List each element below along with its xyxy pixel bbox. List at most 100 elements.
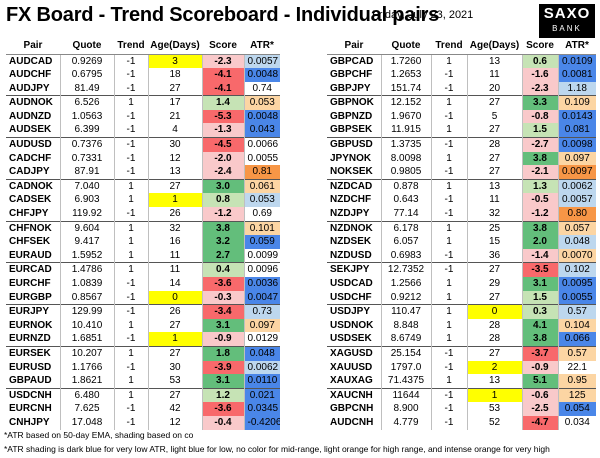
trend-cell: -1 <box>113 360 148 375</box>
trend-cell: -1 <box>430 68 467 82</box>
atr-cell: 0.0048 <box>243 68 280 82</box>
table-row: GBPAUD 1.8621 1 53 3.1 0.0110 <box>6 374 280 389</box>
age-cell: 18 <box>147 68 202 82</box>
trend-cell: 1 <box>430 151 467 166</box>
atr-cell: 0.0062 <box>557 178 596 194</box>
pair-cell: USDCNH <box>6 387 60 403</box>
atr-cell: 0.0143 <box>557 109 596 124</box>
age-cell: 0 <box>147 290 202 305</box>
score-cell: 1.8 <box>201 345 244 361</box>
quote-cell: 11644 <box>380 387 431 403</box>
score-cell: -2.1 <box>521 165 558 180</box>
age-cell: 36 <box>466 248 522 263</box>
age-cell: 27 <box>466 262 522 277</box>
atr-cell: -0.4206 <box>243 415 280 430</box>
atr-cell: 0.104 <box>557 318 596 333</box>
pair-cell: EURJPY <box>6 304 60 319</box>
score-cell: -3.5 <box>521 262 558 277</box>
quote-cell: 7.040 <box>59 178 114 194</box>
age-cell: 27 <box>147 81 202 96</box>
trend-cell: 1 <box>113 345 148 361</box>
pair-cell: GBPUSD <box>327 137 381 152</box>
table-row: NZDCAD 0.878 1 13 1.3 0.0062 <box>327 178 596 194</box>
score-cell: -2.3 <box>201 54 244 69</box>
pair-cell: USDJPY <box>327 304 381 319</box>
atr-cell: 0.0095 <box>557 277 596 291</box>
quote-cell: 8.848 <box>380 318 431 333</box>
atr-cell: 0.0345 <box>243 402 280 416</box>
table-row: AUDNOK 6.526 1 17 1.4 0.053 <box>6 95 280 110</box>
score-cell: -0.5 <box>521 193 558 208</box>
pair-cell: USDNOK <box>330 319 374 331</box>
score-cell: 4.1 <box>521 318 558 333</box>
quote-cell: 87.91 <box>59 165 114 180</box>
score-cell: 0.6 <box>521 54 558 69</box>
quote-cell: 6.178 <box>380 220 431 236</box>
pair-cell: NZDJPY <box>330 208 370 220</box>
table-row: USDCHF 0.9212 1 27 1.5 0.0055 <box>327 290 596 305</box>
score-cell: 3.8 <box>521 151 558 166</box>
score-cell: 0.3 <box>521 304 558 319</box>
score-cell: 0.4 <box>201 262 244 277</box>
score-cell: -1.2 <box>201 207 244 222</box>
atr-cell: 125 <box>557 387 596 403</box>
trend-cell: 1 <box>113 235 148 249</box>
table-row: CADNOK 7.040 1 27 3.0 0.061 <box>6 178 280 194</box>
atr-cell: 0.102 <box>557 262 596 277</box>
age-cell: 1 <box>466 387 522 403</box>
pair-cell: CADSEK <box>9 194 52 206</box>
quote-cell: 6.057 <box>380 235 431 249</box>
pair-cell: GBPCNH <box>330 403 374 415</box>
table-row: USDCNH 6.480 1 27 1.2 0.021 <box>6 387 280 403</box>
table-row: AUDCNH 4.779 -1 52 -4.7 0.034 <box>327 415 596 430</box>
trend-cell: -1 <box>113 402 148 416</box>
trend-cell: -1 <box>430 165 467 180</box>
atr-cell: 0.0062 <box>243 360 280 375</box>
pair-cell: XAUXAG <box>330 375 373 387</box>
score-cell: -1.2 <box>521 207 558 222</box>
atr-cell: 0.034 <box>557 415 596 430</box>
trend-cell: -1 <box>430 345 467 361</box>
pair-cell: CNHJPY <box>9 416 50 428</box>
atr-cell: 0.0055 <box>557 290 596 305</box>
atr-cell: 0.021 <box>243 387 280 403</box>
age-cell: 29 <box>466 277 522 291</box>
atr-cell: 0.0096 <box>243 262 280 277</box>
trend-cell: -1 <box>113 290 148 305</box>
trend-cell: 1 <box>113 193 148 208</box>
trend-cell: -1 <box>430 248 467 263</box>
pair-cell: AUDCAD <box>9 55 53 67</box>
trend-cell: 1 <box>113 374 148 389</box>
table-row: NZDJPY 77.14 -1 32 -1.2 0.80 <box>327 207 596 222</box>
table-row: AUDUSD 0.7376 -1 30 -4.5 0.0066 <box>6 137 280 152</box>
logo-bottom-text: BANK <box>552 24 582 33</box>
score-cell: 2.7 <box>201 248 244 263</box>
pair-cell: NOKSEK <box>330 166 373 178</box>
scoreboard-table-left: Pair Quote Trend Age(Days) Score ATR* AU… <box>6 38 280 430</box>
quote-cell: 0.9805 <box>380 165 431 180</box>
score-cell: 3.1 <box>521 277 558 291</box>
quote-cell: 1.9670 <box>380 109 431 124</box>
quote-cell: 110.47 <box>380 304 431 319</box>
age-cell: 11 <box>466 68 522 82</box>
trend-cell: -1 <box>113 54 148 69</box>
atr-cell: 0.081 <box>557 123 596 138</box>
age-cell: 4 <box>147 123 202 138</box>
pair-cell: GBPAUD <box>9 375 52 387</box>
atr-cell: 0.053 <box>243 193 280 208</box>
atr-cell: 0.0109 <box>557 54 596 69</box>
quote-cell: 7.625 <box>59 402 114 416</box>
table-row: XAUUSD 1797.0 -1 2 -0.9 22.1 <box>327 360 596 375</box>
pair-cell: XAUUSD <box>330 361 373 373</box>
atr-cell: 0.0048 <box>243 109 280 124</box>
score-cell: 3.1 <box>201 374 244 389</box>
scoreboard-table-right: Pair Quote Trend Age(Days) Score ATR* GB… <box>327 38 596 430</box>
score-cell: -0.4 <box>201 415 244 430</box>
pair-cell: GBPNZD <box>330 110 373 122</box>
atr-cell: 0.57 <box>557 345 596 361</box>
trend-cell: 1 <box>430 54 467 69</box>
table-row: EURSEK 10.207 1 27 1.8 0.048 <box>6 345 280 361</box>
age-cell: 32 <box>147 220 202 236</box>
age-cell: 26 <box>147 304 202 319</box>
quote-cell: 119.92 <box>59 207 114 222</box>
